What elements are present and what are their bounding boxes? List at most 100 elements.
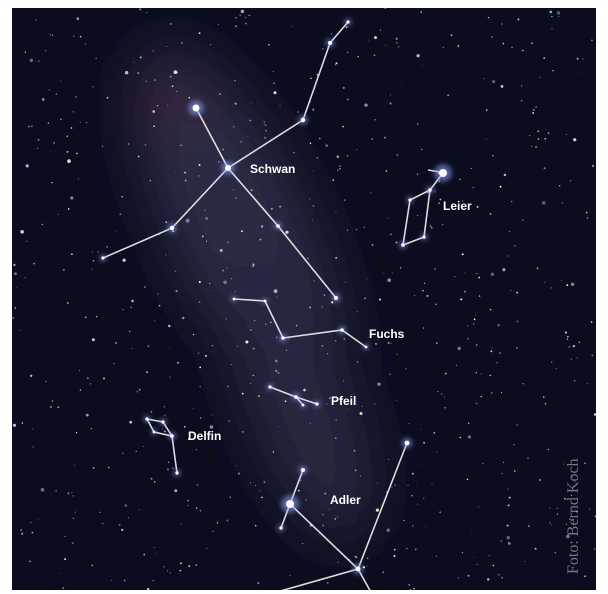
label-delfin: Delfin xyxy=(188,429,221,443)
star xyxy=(584,575,586,577)
star xyxy=(87,377,89,379)
star xyxy=(257,582,259,584)
star xyxy=(255,525,256,526)
star xyxy=(479,295,480,296)
star xyxy=(389,374,390,375)
star xyxy=(210,291,211,292)
star xyxy=(218,161,220,163)
star xyxy=(335,257,337,259)
star xyxy=(273,83,274,84)
star xyxy=(375,343,377,345)
star xyxy=(390,94,391,95)
star xyxy=(562,202,563,203)
star xyxy=(521,100,523,102)
star xyxy=(459,179,460,180)
bright-star xyxy=(301,468,305,472)
star xyxy=(310,77,312,79)
star xyxy=(587,383,588,384)
star xyxy=(86,414,89,417)
star xyxy=(21,533,23,535)
bright-star xyxy=(286,500,294,508)
star xyxy=(181,42,183,44)
star xyxy=(312,170,313,171)
star xyxy=(176,72,178,74)
star xyxy=(78,178,79,179)
star xyxy=(86,122,87,123)
star xyxy=(503,43,505,45)
star xyxy=(421,149,422,150)
star xyxy=(543,57,545,59)
star xyxy=(467,338,468,339)
star xyxy=(489,375,490,376)
star xyxy=(187,500,189,502)
star xyxy=(148,345,150,347)
star xyxy=(486,139,487,140)
star xyxy=(528,525,530,527)
star xyxy=(303,389,306,392)
star xyxy=(152,110,155,113)
star xyxy=(235,103,237,105)
star xyxy=(250,482,251,483)
page: Schwan Leier Fuchs Pfeil Delfin Adler Fo… xyxy=(0,0,608,594)
star xyxy=(233,189,234,190)
star xyxy=(125,504,127,506)
bright-star xyxy=(328,41,332,45)
star xyxy=(184,172,186,174)
star xyxy=(71,492,72,493)
star xyxy=(483,78,484,79)
star xyxy=(310,142,312,144)
star xyxy=(477,564,478,565)
star xyxy=(64,558,66,560)
star xyxy=(506,536,509,539)
star xyxy=(468,575,470,577)
star xyxy=(347,155,349,157)
star xyxy=(56,93,57,94)
star xyxy=(198,175,200,177)
star xyxy=(307,258,309,260)
star xyxy=(344,199,346,201)
star xyxy=(32,428,33,429)
star xyxy=(158,294,159,295)
star xyxy=(527,457,529,459)
star xyxy=(13,264,15,266)
star xyxy=(532,112,534,114)
star xyxy=(93,260,95,262)
star xyxy=(123,309,124,310)
star xyxy=(487,578,489,580)
star xyxy=(507,489,508,490)
star xyxy=(581,73,582,74)
star xyxy=(279,206,281,208)
star xyxy=(145,144,147,146)
star xyxy=(531,146,532,147)
star xyxy=(146,81,147,82)
star xyxy=(312,109,314,111)
star xyxy=(164,415,165,416)
star xyxy=(67,151,69,153)
star xyxy=(172,468,173,469)
star xyxy=(548,449,549,450)
bright-star xyxy=(268,385,271,388)
star xyxy=(67,159,71,163)
star xyxy=(55,490,56,491)
star xyxy=(270,321,272,323)
star xyxy=(322,345,323,346)
bright-star xyxy=(225,165,231,171)
star xyxy=(75,96,76,97)
star xyxy=(507,255,508,256)
star xyxy=(591,40,593,42)
star xyxy=(474,557,475,558)
star xyxy=(437,391,438,392)
star xyxy=(185,180,187,182)
star xyxy=(62,587,64,589)
star xyxy=(245,17,246,18)
star xyxy=(154,320,155,321)
star xyxy=(584,463,585,464)
star xyxy=(458,577,459,578)
star xyxy=(264,137,266,139)
star xyxy=(457,347,460,350)
star xyxy=(407,485,408,486)
star xyxy=(501,577,502,578)
star xyxy=(162,429,163,430)
star xyxy=(277,296,278,297)
star xyxy=(309,307,311,309)
